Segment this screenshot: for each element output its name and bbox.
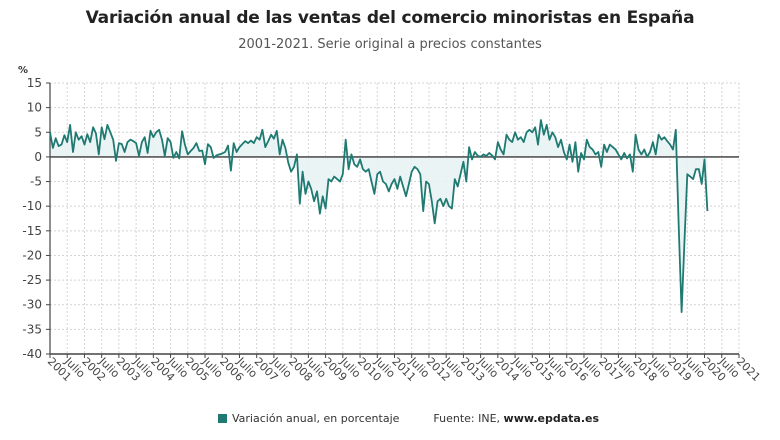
series-group	[49, 119, 709, 313]
line-chart: % 15 10 5 0 -5 -10 -15 -20 -25 -30 -35 -40 2001Juli…	[18, 65, 763, 384]
y-tick-label: -5	[30, 175, 42, 189]
source-prefix: Fuente: INE,	[433, 412, 504, 425]
series-area-0	[50, 120, 708, 313]
y-tick-label: 15	[27, 76, 42, 90]
source-site: www.epdata.es	[503, 412, 600, 425]
y-tick-label: -15	[22, 224, 42, 238]
grid	[49, 82, 740, 355]
y-tick-label: -10	[22, 199, 42, 213]
y-tick-label: 5	[34, 125, 42, 139]
y-tick-label: -25	[22, 273, 42, 287]
y-axis-ticks: 15 10 5 0 -5 -10 -15 -20 -25 -30 -35 -40	[22, 76, 50, 361]
chart-title: Variación anual de las ventas del comerc…	[85, 8, 695, 28]
y-axis-unit-label: %	[18, 65, 28, 76]
y-tick-label: 10	[27, 101, 42, 115]
series-line-0	[49, 119, 709, 313]
y-tick-label: 0	[34, 150, 42, 164]
y-tick-label: -35	[22, 322, 42, 336]
area-fill	[50, 120, 708, 313]
legend-label: Variación anual, en porcentaje	[232, 412, 400, 425]
chart-subtitle: 2001-2021. Serie original a precios cons…	[238, 37, 542, 52]
y-tick-label: -20	[22, 248, 42, 262]
source-note: Fuente: INE, www.epdata.es	[433, 412, 599, 425]
y-tick-label: -30	[22, 298, 42, 312]
x-axis-ticks: 2001Julio2002Julio2003Julio2004Julio2005…	[45, 354, 763, 384]
y-tick-label: -40	[22, 347, 42, 361]
legend-swatch	[218, 414, 227, 423]
legend: Variación anual, en porcentaje Fuente: I…	[218, 412, 599, 425]
